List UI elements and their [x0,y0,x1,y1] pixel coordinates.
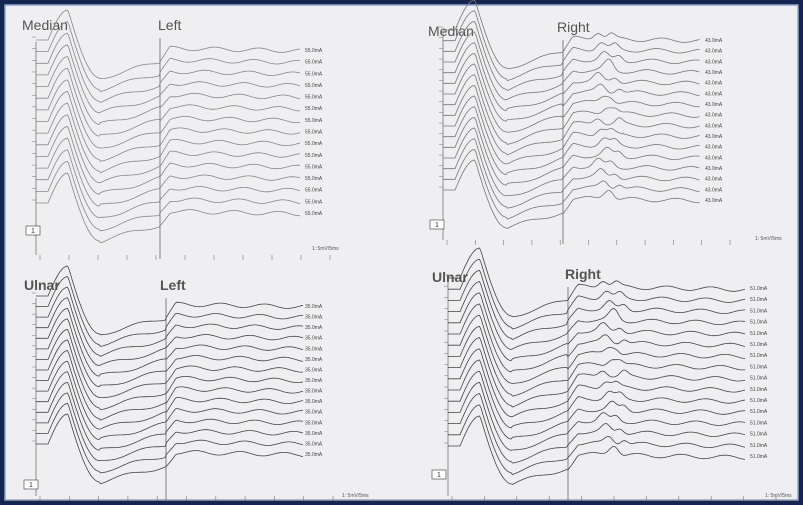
trace-label: 51.0mA [750,420,768,426]
trace-label: 51.0mA [750,387,768,393]
trace-label: 35.0mA [305,346,323,352]
trace-label: 35.0mA [305,431,323,437]
trace-label: 51.0mA [750,331,768,337]
trace-label: 55.0mA [305,176,323,182]
trace-label: 55.0mA [305,71,323,77]
trace-label: 55.0mA [305,141,323,147]
side-title: Left [158,17,181,33]
marker: 1 [437,472,441,479]
trace-label: 55.0mA [305,153,323,159]
trace-label: 55.0mA [305,188,323,194]
trace-label: 35.0mA [305,389,323,395]
scale-label: 1: 5mV/5ms [765,493,792,499]
trace-label: 43.0mA [705,166,723,172]
trace-label: 43.0mA [705,102,723,108]
trace-label: 43.0mA [705,49,723,55]
trace-label: 43.0mA [705,187,723,193]
side-title: Right [557,19,590,35]
trace-label: 43.0mA [705,177,723,183]
trace-label: 35.0mA [305,420,323,426]
nerve-title: Median [428,23,474,39]
trace-label: 55.0mA [305,83,323,89]
trace-label: 55.0mA [305,199,323,205]
trace-label: 55.0mA [305,60,323,66]
trace-label: 43.0mA [705,134,723,140]
trace-label: 51.0mA [750,443,768,449]
trace-label: 35.0mA [305,452,323,458]
marker: 1 [29,482,33,489]
trace-label: 43.0mA [705,38,723,44]
trace-label: 43.0mA [705,59,723,65]
trace-label: 35.0mA [305,378,323,384]
trace-label: 55.0mA [305,211,323,217]
trace-label: 51.0mA [750,376,768,382]
trace-label: 51.0mA [750,409,768,415]
trace-label: 43.0mA [705,113,723,119]
trace-label: 55.0mA [305,48,323,54]
paper [5,5,798,500]
trace-label: 35.0mA [305,336,323,342]
trace-label: 55.0mA [305,130,323,136]
scale-label: 1: 5mV/5ms [755,236,782,242]
trace-label: 55.0mA [305,118,323,124]
scale-label: 1: 5mV/5ms [312,246,339,252]
nerve-title: Median [22,17,68,33]
side-title: Left [160,277,186,293]
trace-label: 55.0mA [305,106,323,112]
trace-label: 51.0mA [750,353,768,359]
trace-label: 35.0mA [305,304,323,310]
trace-label: 55.0mA [305,95,323,101]
trace-label: 35.0mA [305,441,323,447]
marker: 1 [31,228,35,235]
trace-label: 35.0mA [305,325,323,331]
page: Median Left 55.0mA 55.0mA 55.0mA 55.0mA 55.0mA… [0,0,803,505]
trace-label: 51.0mA [750,364,768,370]
trace-label: 43.0mA [705,145,723,151]
trace-label: 51.0mA [750,320,768,326]
trace-label: 35.0mA [305,410,323,416]
trace-label: 43.0mA [705,70,723,76]
trace-label: 43.0mA [705,123,723,129]
scale-label: 1: 5mV/5ms [342,493,369,499]
trace-label: 55.0mA [305,164,323,170]
trace-label: 35.0mA [305,357,323,363]
trace-label: 35.0mA [305,367,323,373]
marker: 1 [435,222,439,229]
trace-label: 43.0mA [705,198,723,204]
trace-label: 51.0mA [750,297,768,303]
trace-label: 51.0mA [750,454,768,460]
trace-label: 51.0mA [750,286,768,292]
trace-label: 35.0mA [305,399,323,405]
trace-label: 43.0mA [705,91,723,97]
side-title: Right [565,266,601,282]
scan: Median Left 55.0mA 55.0mA 55.0mA 55.0mA 55.0mA… [0,0,803,505]
trace-label: 43.0mA [705,81,723,87]
trace-label: 51.0mA [750,432,768,438]
trace-label: 43.0mA [705,155,723,161]
trace-label: 35.0mA [305,315,323,321]
trace-label: 51.0mA [750,342,768,348]
trace-label: 51.0mA [750,398,768,404]
trace-label: 51.0mA [750,308,768,314]
